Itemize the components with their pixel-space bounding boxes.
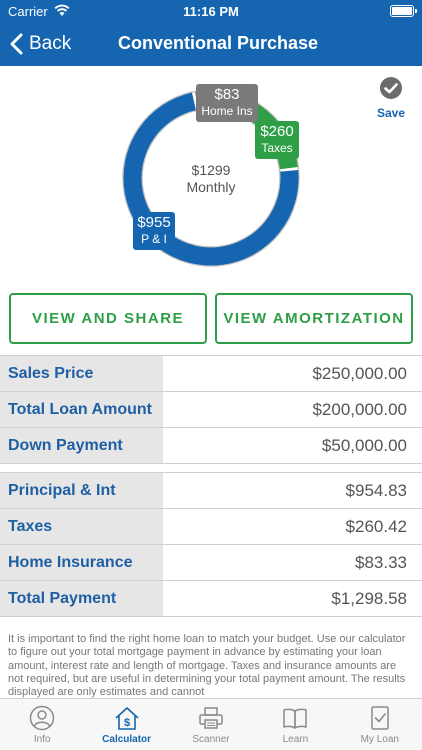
taxes-callout-label: Taxes — [261, 141, 293, 155]
view-amortization-button[interactable]: VIEW AMORTIZATION — [215, 293, 413, 344]
battery-icon — [390, 5, 417, 17]
tab-scanner-label: Scanner — [192, 734, 230, 745]
person-icon — [29, 705, 55, 731]
loan-summary-table: Sales Price $250,000.00 Total Loan Amoun… — [0, 355, 422, 464]
tab-my-loan[interactable]: My Loan — [338, 699, 422, 750]
table-row: Down Payment $50,000.00 — [0, 428, 422, 464]
down-payment-value: $50,000.00 — [321, 436, 407, 455]
tab-info-label: Info — [33, 734, 51, 745]
pi-callout-label: P & I — [141, 232, 167, 246]
sales-price-label: Sales Price — [0, 356, 163, 391]
save-button[interactable]: Save — [374, 76, 408, 120]
principal-int-label: Principal & Int — [0, 473, 163, 508]
tab-learn-label: Learn — [282, 734, 309, 745]
monthly-total-value: $1299 — [191, 162, 231, 178]
principal-int-value: $954.83 — [345, 481, 407, 500]
table-row: Total Loan Amount $200,000.00 — [0, 392, 422, 428]
total-payment-value: $1,298.58 — [331, 589, 407, 608]
save-label: Save — [376, 106, 406, 120]
home-ins-callout-label: Home Ins — [201, 104, 253, 118]
pi-callout-value: $955 — [137, 214, 171, 231]
tab-calculator[interactable]: $ Calculator — [84, 699, 168, 750]
payment-chart-area: Save $1299 Monthly $83 Home Ins $260 Tax… — [0, 66, 422, 288]
checkmark-circle-icon — [380, 77, 402, 99]
payment-breakdown-table: Principal & Int $954.83 Taxes $260.42 Ho… — [0, 472, 422, 617]
home-ins-callout: $83 Home Ins — [196, 84, 258, 122]
tab-bar: Info $ Calculator Scanner — [0, 698, 422, 750]
sales-price-value: $250,000.00 — [312, 364, 407, 383]
tab-scanner[interactable]: Scanner — [169, 699, 253, 750]
carrier-label: Carrier — [8, 4, 48, 19]
total-loan-amount-value: $200,000.00 — [312, 400, 407, 419]
house-dollar-icon: $ — [115, 707, 139, 730]
checklist-icon — [371, 706, 389, 730]
book-icon — [283, 708, 308, 729]
pi-callout: $955 P & I — [133, 212, 175, 250]
disclaimer-text: It is important to find the right home l… — [8, 633, 406, 699]
status-bar: Carrier 11:16 PM — [0, 0, 422, 22]
taxes-callout-value: $260 — [260, 123, 294, 140]
view-and-share-button[interactable]: VIEW AND SHARE — [9, 293, 207, 344]
printer-icon — [199, 707, 223, 729]
header: Carrier 11:16 PM Back Conventional Purch… — [0, 0, 422, 66]
taxes-value: $260.42 — [345, 517, 407, 536]
monthly-total-label: $1299 Monthly — [151, 162, 271, 196]
tab-learn[interactable]: Learn — [253, 699, 337, 750]
nav-bar: Back Conventional Purchase — [0, 22, 422, 66]
taxes-label: Taxes — [0, 509, 163, 544]
svg-text:$: $ — [124, 717, 130, 729]
monthly-total-caption: Monthly — [186, 179, 236, 195]
taxes-callout: $260 Taxes — [255, 121, 299, 159]
back-button[interactable]: Back — [10, 30, 71, 58]
chevron-left-icon — [10, 33, 23, 55]
back-label: Back — [29, 33, 72, 54]
status-time: 11:16 PM — [183, 4, 239, 19]
table-row: Home Insurance $83.33 — [0, 545, 422, 581]
table-row: Taxes $260.42 — [0, 509, 422, 545]
home-ins-callout-value: $83 — [214, 86, 240, 103]
wifi-icon — [54, 3, 70, 20]
home-insurance-label: Home Insurance — [0, 545, 163, 580]
table-row: Principal & Int $954.83 — [0, 473, 422, 509]
down-payment-label: Down Payment — [0, 428, 163, 463]
table-row: Total Payment $1,298.58 — [0, 581, 422, 617]
tab-calculator-label: Calculator — [102, 734, 152, 745]
page-title: Conventional Purchase — [118, 33, 319, 53]
total-payment-label: Total Payment — [0, 581, 163, 616]
tab-info[interactable]: Info — [0, 699, 84, 750]
total-loan-amount-label: Total Loan Amount — [0, 392, 163, 427]
home-insurance-value: $83.33 — [355, 553, 407, 572]
action-buttons: VIEW AND SHARE VIEW AMORTIZATION — [9, 293, 413, 344]
table-row: Sales Price $250,000.00 — [0, 356, 422, 392]
tab-my-loan-label: My Loan — [360, 734, 399, 745]
